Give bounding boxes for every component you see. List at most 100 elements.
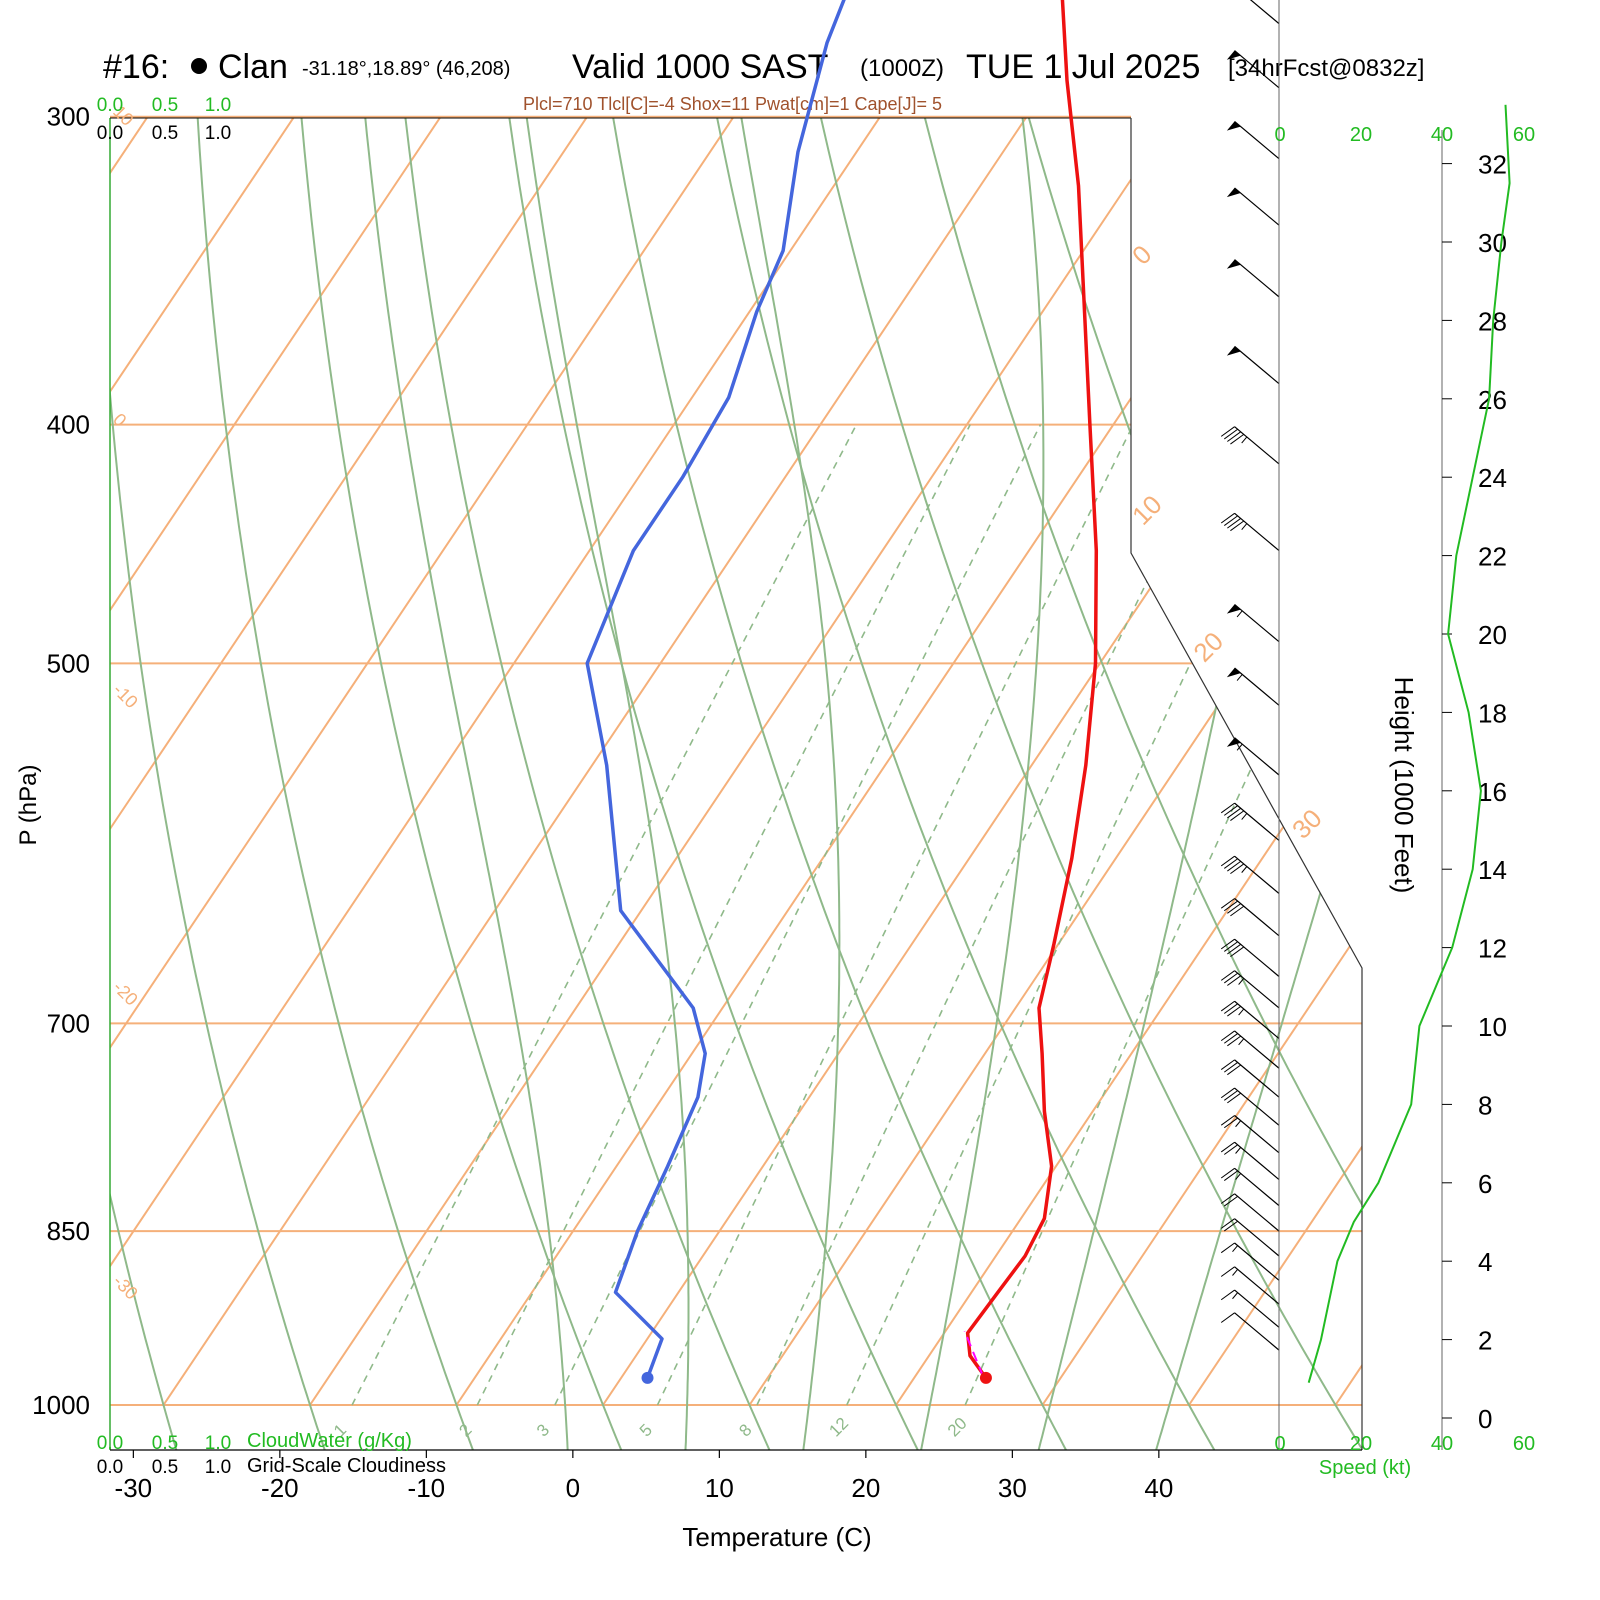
barb-pennant [1226,346,1241,356]
speed-tick-top: 20 [1350,124,1372,146]
pressure-tick-1000: 1000 [32,1390,90,1420]
barb-half-flag [1236,674,1243,681]
barb-flag [1227,1035,1242,1047]
moist-adiabat [918,118,1045,1450]
isotherm [110,118,133,1406]
barb-flag [1223,1033,1238,1044]
barb-flag [1223,1090,1238,1101]
height-tick-label: 12 [1478,934,1507,964]
dry-adiabat [1553,0,1600,1457]
temperature-profile [965,0,1099,1379]
valid-time: Valid 1000 SAST [572,48,829,86]
y-axis-title: P (hPa) [15,765,42,846]
barb-flag [1220,1289,1235,1301]
barb-flag [1223,858,1238,869]
temp-tick-label: 0 [566,1473,580,1503]
dry-adiabat [187,118,477,1450]
wind-barb [1220,1312,1280,1351]
barb-flag [1220,1312,1235,1323]
cloudwater-scale-bottom: 1.0 [205,1433,231,1454]
mixing-ratio-label: 12 [825,1414,852,1441]
barb-pennant [1226,668,1241,678]
barb-flag [1230,810,1245,821]
cloudwater-scale-bottom: 0.0 [97,1433,123,1454]
dewpoint-profile [585,0,846,1379]
barb-shaft [1234,1218,1280,1257]
barb-shaft [1234,855,1280,894]
barb-flag [1223,1117,1238,1129]
dry-adiabat [110,118,329,1450]
barb-shaft [1234,1087,1280,1126]
dry-adiabat [869,118,1362,1450]
cloudwater-scale-top: 0.5 [152,95,178,116]
barb-half-flag [1236,610,1243,618]
barb-flag [1220,1030,1235,1042]
barb-shaft [1234,1193,1280,1232]
barb-flag [1230,433,1245,445]
barb-flag [1227,1092,1242,1104]
parcel-path [963,1330,984,1377]
barb-flag [1220,1141,1235,1153]
isotherm [602,118,1362,1406]
barb-flag [1230,863,1245,875]
barb-shaft [1234,1030,1280,1069]
barb-flag [1227,943,1242,955]
dry-adiabat [1456,0,1600,1457]
isotherm-label: -10 [109,680,142,713]
height-tick-label: 18 [1478,698,1507,728]
barb-flag [1230,946,1245,957]
barb-half-flag [1238,1008,1245,1016]
forecast-info: [34hrFcst@0832z] [1228,55,1425,82]
mixing-ratio-label: 3 [533,1420,553,1440]
dry-adiabat [110,118,180,1450]
temp-tick-label: 20 [851,1473,880,1503]
isotherm [1188,118,1362,1406]
isotherm-label: 20 [1187,626,1229,668]
barb-flag [1227,518,1242,529]
barb-half-flag [1232,1269,1239,1276]
mixing-ratio-line [964,424,1362,1406]
dry-adiabat [480,118,923,1450]
barb-flag [1227,1005,1242,1017]
barb-flag [1223,1220,1238,1232]
isotherm [110,118,280,1406]
barb-shaft [1234,1115,1280,1154]
wind-barb [1220,1218,1280,1257]
height-tick-label: 4 [1478,1247,1492,1277]
barb-flag [1220,1193,1235,1204]
station-marker-icon [191,58,207,74]
wind-barb [1220,1030,1280,1069]
barb-shaft [1234,512,1280,552]
wind-barb [1220,1115,1280,1154]
mixing-ratio-line [656,424,1135,1406]
isotherm [110,118,426,1406]
dry-adiabat [382,118,774,1450]
cloudwater-scale-top: 0.0 [97,95,123,116]
barb-shaft [1234,50,1280,89]
barb-shaft [1234,259,1280,298]
barb-flag [1220,1087,1235,1099]
barb-shaft [1234,1289,1280,1328]
isotherm-label: 30 [1286,803,1328,845]
temp-tick-label: -20 [261,1473,299,1503]
barb-pennant [1226,187,1241,198]
barb-flag [1220,938,1235,950]
barb-flag [1227,1064,1242,1076]
wind-barb [1226,187,1280,226]
isotherm [1041,118,1362,1406]
barb-half-flag [1238,978,1245,985]
height-tick-label: 2 [1478,1326,1492,1356]
barb-flag [1230,905,1245,917]
valid-date: TUE 1 Jul 2025 [966,48,1201,86]
barb-half-flag [1238,1038,1245,1046]
barb-flag [1223,900,1238,912]
speed-tick-bottom: 60 [1513,1433,1535,1455]
wind-barb [1220,1087,1280,1126]
barb-half-flag [1241,813,1248,820]
wind-barb [1220,898,1280,937]
cloudiness-scale-bottom: 0.5 [152,1457,178,1478]
barb-shaft [1234,898,1280,937]
height-tick-label: 8 [1478,1090,1492,1120]
